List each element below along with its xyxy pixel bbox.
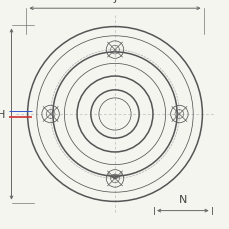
Text: N: N [178, 194, 186, 204]
Text: H: H [0, 109, 6, 120]
Text: J: J [113, 0, 116, 3]
